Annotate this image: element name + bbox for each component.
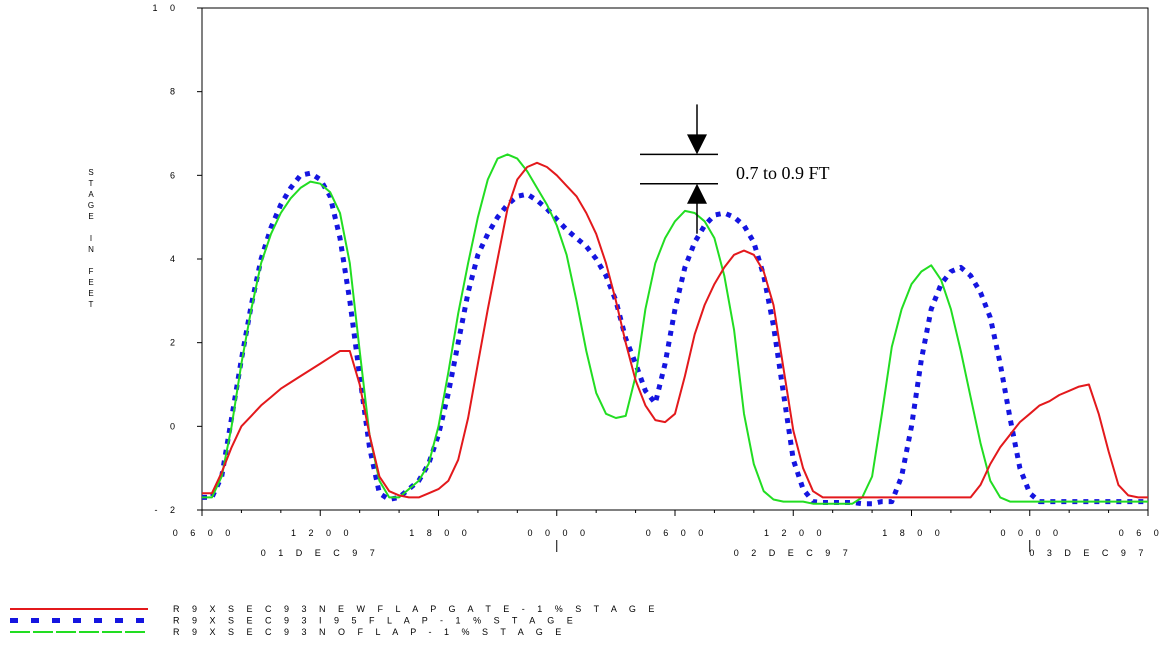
series-line-1 <box>202 161 1148 499</box>
y-axis: - 2 0 2 4 6 8 1 0 <box>152 3 202 515</box>
x-tick-label: 1 2 0 0 <box>291 528 354 538</box>
difference-annotation: 0.7 to 0.9 FT <box>640 104 830 234</box>
date-label: 0 1 D E C 9 7 <box>261 548 380 558</box>
x-tick-label: 0 6 0 0 <box>173 528 236 538</box>
date-label: 0 2 D E C 9 7 <box>734 548 853 558</box>
y-tick-label: 8 <box>170 87 180 97</box>
y-tick-label: 1 0 <box>152 3 180 13</box>
legend-label-2: R 9 X S E C 9 3 I 9 5 F L A P - 1 % S T … <box>173 616 578 626</box>
y-tick-label: 4 <box>170 254 180 264</box>
y-tick-label: 0 <box>170 421 180 431</box>
y-label-char: E <box>88 278 93 287</box>
x-tick-label: 1 2 0 0 <box>764 528 827 538</box>
y-label-char: F <box>89 267 94 276</box>
x-axis: 0 6 0 0 1 2 0 0 1 8 0 0 0 0 0 0 0 6 0 0 1 2 0… <box>173 510 1169 558</box>
series-line-2 <box>202 170 1148 507</box>
annotation-arrow-down-head <box>687 134 707 155</box>
x-tick-label: 0 0 0 0 <box>1000 528 1063 538</box>
y-label-char: E <box>88 289 93 298</box>
y-label-char: G <box>88 201 94 210</box>
y-tick-label: - 2 <box>154 505 180 515</box>
x-tick-label: 1 8 0 0 <box>882 528 945 538</box>
y-tick-label: 6 <box>170 170 180 180</box>
legend: R 9 X S E C 9 3 N E W F L A P G A T E - … <box>10 604 659 637</box>
series-lines <box>202 153 1148 507</box>
annotation-label: 0.7 to 0.9 FT <box>736 163 830 183</box>
y-label-char: T <box>89 179 94 188</box>
y-label-char: N <box>88 245 94 254</box>
x-tick-label: 0 6 0 0 <box>1119 528 1169 538</box>
y-label-char: T <box>89 300 94 309</box>
x-tick-label: 0 6 0 0 <box>646 528 709 538</box>
date-label: 0 3 D E C 9 7 <box>1029 548 1148 558</box>
series-line-3 <box>202 153 1148 505</box>
x-tick-label: 1 8 0 0 <box>409 528 472 538</box>
y-tick-label: 2 <box>170 338 180 348</box>
x-tick-label: 0 0 0 0 <box>527 528 590 538</box>
y-label-char: A <box>88 190 94 199</box>
y-label-char: S <box>88 168 93 177</box>
legend-label-3: R 9 X S E C 9 3 N O F L A P - 1 % S T A … <box>173 627 566 637</box>
legend-label-1: R 9 X S E C 9 3 N E W F L A P G A T E - … <box>173 604 659 614</box>
y-label-char: I <box>90 234 92 243</box>
y-label-char: E <box>88 212 93 221</box>
annotation-arrow-up-head <box>687 183 707 204</box>
